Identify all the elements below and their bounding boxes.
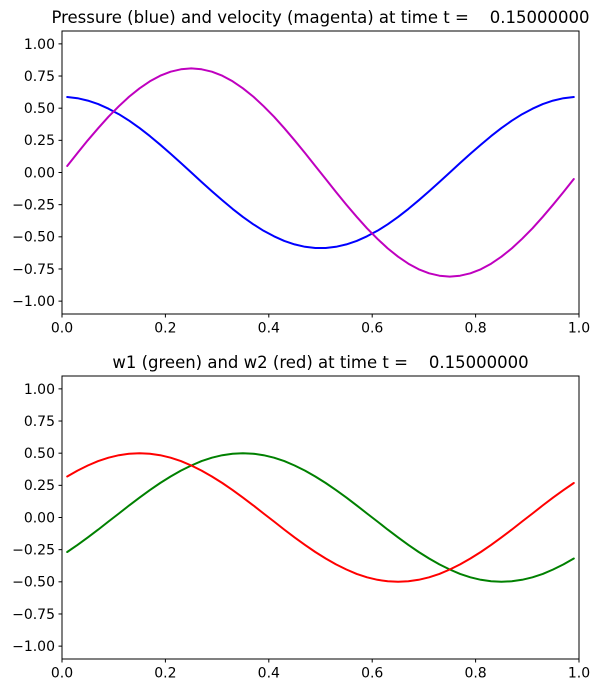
y-tick-label: −0.25 (12, 543, 55, 559)
x-tick-label: 0.8 (464, 666, 486, 682)
y-tick-label: 1.00 (24, 37, 55, 53)
y-tick-label: 0.50 (24, 101, 55, 117)
axes-box (61, 375, 580, 660)
y-tick-label: −0.50 (12, 575, 55, 591)
x-tick-label: 0.0 (51, 321, 73, 337)
y-tick-label: 1.00 (24, 382, 55, 398)
y-tick-label: −0.50 (12, 230, 55, 246)
y-tick-label: 0.00 (24, 165, 55, 181)
y-tick-label: −1.00 (12, 294, 55, 310)
x-tick-label: 0.4 (258, 321, 280, 337)
y-tick-label: 0.00 (24, 510, 55, 526)
y-tick-label: −0.75 (12, 607, 55, 623)
y-tick-label: −0.75 (12, 262, 55, 278)
chart-title: Pressure (blue) and velocity (magenta) a… (51, 8, 589, 27)
y-tick-label: 0.75 (24, 414, 55, 430)
y-tick-label: −0.25 (12, 198, 55, 214)
plot-area: 0.0 0.2 0.4 0.6 0.8 1.0 1.00 0.75 0.50 0.25 0.00 −0… (12, 375, 590, 682)
y-tick-label: 0.25 (24, 478, 55, 494)
x-tick-label: 0.6 (361, 321, 383, 337)
subplot-pressure-velocity: Pressure (blue) and velocity (magenta) a… (12, 8, 590, 337)
x-tick-label: 0.8 (464, 321, 486, 337)
curve-pressure (66, 96, 575, 249)
chart-title: w1 (green) and w2 (red) at time t = 0.15… (112, 353, 528, 372)
curve-w2 (66, 452, 575, 583)
x-tick-label: 0.6 (361, 666, 383, 682)
x-tick-label: 0.0 (51, 666, 73, 682)
y-tick-label: 0.50 (24, 446, 55, 462)
x-tick-label: 0.2 (154, 321, 176, 337)
y-tick-label: 0.25 (24, 133, 55, 149)
x-tick-label: 1.0 (568, 321, 590, 337)
x-tick-label: 0.4 (258, 666, 280, 682)
plot-area: 0.0 0.2 0.4 0.6 0.8 1.0 1.00 0.75 0.50 0.25 0.00 −0… (12, 30, 590, 337)
curve-w1 (66, 452, 575, 583)
y-tick-label: −1.00 (12, 639, 55, 655)
x-tick-label: 1.0 (568, 666, 590, 682)
x-tick-label: 0.2 (154, 666, 176, 682)
subplot-w1-w2: w1 (green) and w2 (red) at time t = 0.15… (12, 353, 590, 682)
y-tick-label: 0.75 (24, 69, 55, 85)
curve-velocity (66, 67, 575, 278)
